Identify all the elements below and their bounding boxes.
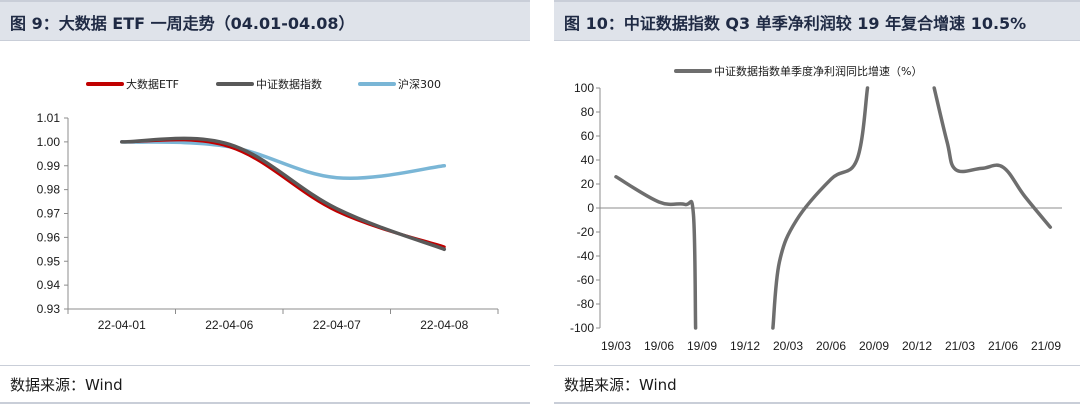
legend-label: 沪深300 bbox=[398, 77, 441, 91]
y-tick-label: 0.96 bbox=[37, 230, 61, 244]
y-tick-label: 0.99 bbox=[37, 159, 61, 173]
y-tick-label: 0.95 bbox=[37, 254, 61, 268]
x-tick-label: 21/06 bbox=[988, 339, 1018, 353]
divider bbox=[554, 402, 1080, 404]
x-tick-label: 19/12 bbox=[730, 339, 760, 353]
x-tick-label: 20/09 bbox=[859, 339, 889, 353]
chart-title: 图 10：中证数据指数 Q3 单季净利润较 19 年复合增速 10.5% bbox=[564, 14, 1027, 33]
x-tick-label: 20/12 bbox=[902, 339, 932, 353]
source-note: 数据来源：Wind bbox=[564, 376, 677, 394]
x-tick-label: 19/06 bbox=[644, 339, 674, 353]
y-tick-label: -20 bbox=[577, 225, 595, 239]
series-line bbox=[932, 86, 1053, 229]
y-tick-label: -80 bbox=[577, 297, 595, 311]
series-line bbox=[614, 175, 698, 330]
profit-growth-line-chart: 100 80 60 40 20 0 -20 -40 -60 -80 -100 19/03 19/06 19… bbox=[570, 64, 1062, 353]
y-tick-label: 80 bbox=[581, 105, 595, 119]
x-tick-label: 20/06 bbox=[816, 339, 846, 353]
divider bbox=[0, 365, 530, 366]
chart-panel-etf: 图 9：大数据 ETF 一周走势（04.01-04.08） 1.01 1.00 0.… bbox=[0, 0, 530, 407]
x-tick-label: 19/09 bbox=[687, 339, 717, 353]
y-tick-label: 20 bbox=[581, 177, 595, 191]
x-tick-label: 19/03 bbox=[601, 339, 631, 353]
source-note: 数据来源：Wind bbox=[10, 376, 123, 394]
y-tick-label: -60 bbox=[577, 273, 595, 287]
series-line bbox=[120, 136, 447, 252]
chart-title-bar: 图 10：中证数据指数 Q3 单季净利润较 19 年复合增速 10.5% bbox=[554, 0, 1080, 40]
y-tick-label: 40 bbox=[581, 153, 595, 167]
chart-panel-profit: 图 10：中证数据指数 Q3 单季净利润较 19 年复合增速 10.5% 100… bbox=[554, 0, 1080, 407]
x-tick-label: 20/03 bbox=[773, 339, 803, 353]
y-tick-label: 0.98 bbox=[37, 183, 61, 197]
series-line bbox=[120, 140, 447, 180]
chart-title: 图 9：大数据 ETF 一周走势（04.01-04.08） bbox=[10, 14, 355, 33]
legend-label: 中证数据指数 bbox=[256, 77, 322, 91]
x-tick-label: 22-04-06 bbox=[205, 318, 253, 332]
legend-label: 中证数据指数单季度净利润同比增速（%） bbox=[714, 64, 922, 78]
divider bbox=[554, 40, 1080, 41]
y-tick-label: 1.01 bbox=[37, 111, 61, 125]
y-tick-label: 0.93 bbox=[37, 302, 61, 316]
y-tick-label: 0.97 bbox=[37, 207, 61, 221]
chart-title-bar: 图 9：大数据 ETF 一周走势（04.01-04.08） bbox=[0, 0, 530, 40]
x-tick-label: 22-04-07 bbox=[313, 318, 361, 332]
divider bbox=[0, 40, 530, 41]
legend-label: 大数据ETF bbox=[126, 77, 179, 91]
y-tick-label: -40 bbox=[577, 249, 595, 263]
x-tick-label: 21/09 bbox=[1031, 339, 1061, 353]
y-tick-label: -100 bbox=[570, 321, 594, 335]
y-tick-label: 100 bbox=[574, 81, 594, 95]
y-tick-label: 0.94 bbox=[37, 278, 61, 292]
y-tick-label: 0 bbox=[587, 201, 594, 215]
x-tick-label: 21/03 bbox=[945, 339, 975, 353]
y-tick-label: 60 bbox=[581, 129, 595, 143]
series-line bbox=[771, 86, 870, 330]
x-tick-label: 22-04-01 bbox=[98, 318, 146, 332]
etf-line-chart: 1.01 1.00 0.99 0.98 0.97 0.96 0.95 0.94 0.93 22-0… bbox=[37, 77, 499, 332]
y-tick-label: 1.00 bbox=[37, 135, 61, 149]
divider bbox=[554, 365, 1080, 366]
divider bbox=[0, 402, 530, 404]
x-tick-label: 22-04-08 bbox=[420, 318, 468, 332]
